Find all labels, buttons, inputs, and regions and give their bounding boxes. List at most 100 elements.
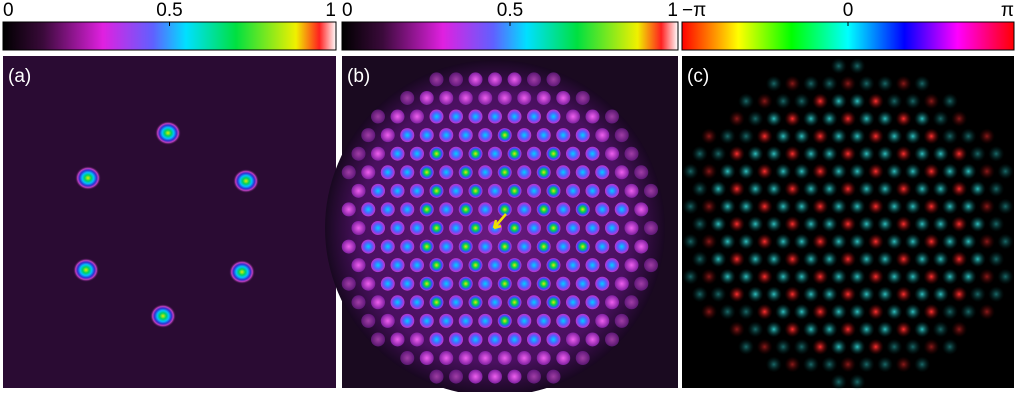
phase-spot bbox=[951, 216, 968, 232]
phase-spot bbox=[738, 163, 755, 180]
phase-spot bbox=[784, 286, 801, 303]
phase-spot bbox=[765, 356, 782, 373]
lattice-spot bbox=[429, 183, 444, 198]
phase-spot bbox=[747, 145, 764, 162]
lattice-spot bbox=[371, 221, 385, 235]
lattice-spot bbox=[341, 165, 356, 180]
phase-spot bbox=[682, 233, 699, 250]
lattice-spot bbox=[507, 146, 522, 161]
phase-spot bbox=[895, 286, 912, 303]
lattice-spot bbox=[546, 146, 561, 161]
lattice-spot bbox=[507, 221, 522, 235]
lattice-spot bbox=[449, 295, 463, 310]
colorbar-tick-label: π bbox=[1001, 0, 1014, 21]
lattice-spot bbox=[468, 295, 483, 310]
lattice-spot bbox=[390, 146, 405, 161]
phase-spot bbox=[978, 163, 995, 180]
phase-spot bbox=[914, 321, 931, 338]
lattice-spot bbox=[371, 183, 385, 198]
phase-spot bbox=[719, 163, 736, 180]
spot bbox=[155, 121, 181, 145]
lattice-spot bbox=[488, 258, 502, 273]
lattice-spot bbox=[634, 276, 649, 291]
phase-spot bbox=[840, 356, 856, 373]
phase-spot bbox=[978, 128, 995, 145]
phase-spot bbox=[728, 110, 745, 127]
phase-spot bbox=[877, 321, 894, 338]
lattice-spot bbox=[458, 128, 473, 143]
phase-spot bbox=[867, 93, 884, 110]
phase-spot bbox=[849, 303, 866, 320]
lattice-spot bbox=[449, 221, 463, 235]
phase-spot bbox=[775, 198, 792, 215]
phase-spot bbox=[765, 216, 782, 232]
phase-spot bbox=[941, 93, 958, 110]
phase-spot bbox=[738, 233, 755, 250]
phase-spot bbox=[701, 163, 718, 180]
lattice-spot bbox=[439, 128, 454, 143]
phase-spot bbox=[914, 75, 931, 92]
lattice-spot bbox=[468, 109, 483, 124]
lattice-spot bbox=[644, 183, 658, 198]
phase-spot bbox=[840, 145, 856, 162]
phase-spot bbox=[793, 93, 810, 110]
phase-spot bbox=[867, 233, 884, 250]
lattice-spot bbox=[585, 146, 600, 161]
lattice-spot bbox=[468, 369, 483, 384]
phase-spot bbox=[802, 286, 819, 303]
phase-spot bbox=[682, 268, 699, 285]
phase-spot bbox=[812, 128, 829, 145]
phase-spot bbox=[914, 110, 931, 127]
lattice-spot bbox=[517, 351, 532, 366]
lattice-spot bbox=[575, 202, 590, 217]
phase-spot bbox=[867, 163, 884, 180]
phase-spot bbox=[738, 268, 755, 285]
phase-spot bbox=[960, 233, 977, 250]
lattice-spot bbox=[556, 202, 571, 217]
lattice-spot bbox=[575, 165, 590, 180]
lattice-spot bbox=[624, 221, 639, 235]
lattice-spot bbox=[419, 313, 434, 328]
lattice-spot bbox=[449, 109, 463, 124]
lattice-spot bbox=[507, 369, 522, 384]
phase-spot bbox=[877, 145, 894, 162]
phase-spot bbox=[784, 356, 801, 373]
lattice-spot bbox=[449, 72, 463, 87]
lattice-spot bbox=[468, 183, 483, 198]
phase-spot bbox=[747, 180, 764, 197]
phase-spot bbox=[701, 128, 718, 145]
phase-spot bbox=[728, 286, 745, 303]
lattice-spot bbox=[536, 128, 551, 143]
lattice-spot bbox=[536, 276, 551, 291]
phase-spot bbox=[923, 233, 940, 250]
lattice-spot bbox=[380, 313, 395, 328]
lattice-spot bbox=[575, 90, 590, 105]
phase-spot bbox=[849, 58, 866, 75]
lattice-spot bbox=[614, 313, 629, 328]
phase-spot bbox=[923, 338, 940, 355]
lattice-spot bbox=[527, 72, 541, 87]
lattice-spot bbox=[341, 239, 356, 254]
phase-spot bbox=[821, 145, 838, 162]
phase-spot bbox=[840, 251, 856, 268]
lattice-spot bbox=[614, 128, 629, 143]
phase-spot bbox=[960, 163, 977, 180]
phase-spot bbox=[840, 75, 856, 92]
lattice-spot bbox=[351, 258, 366, 273]
phase-spot bbox=[747, 110, 764, 127]
lattice-spot bbox=[419, 276, 434, 291]
phase-spot bbox=[710, 251, 727, 268]
phase-spot bbox=[812, 233, 829, 250]
lattice-spot bbox=[644, 258, 658, 273]
phase-spot bbox=[738, 198, 755, 215]
lattice-spot bbox=[361, 165, 376, 180]
lattice-spot bbox=[605, 295, 619, 310]
lattice-spot bbox=[351, 183, 366, 198]
lattice-spot bbox=[585, 295, 600, 310]
phase-spot bbox=[821, 286, 838, 303]
phase-spot bbox=[802, 321, 819, 338]
phase-spot bbox=[969, 180, 986, 197]
phase-spot bbox=[710, 286, 727, 303]
phase-spot bbox=[951, 145, 968, 162]
lattice-spot bbox=[439, 90, 454, 105]
